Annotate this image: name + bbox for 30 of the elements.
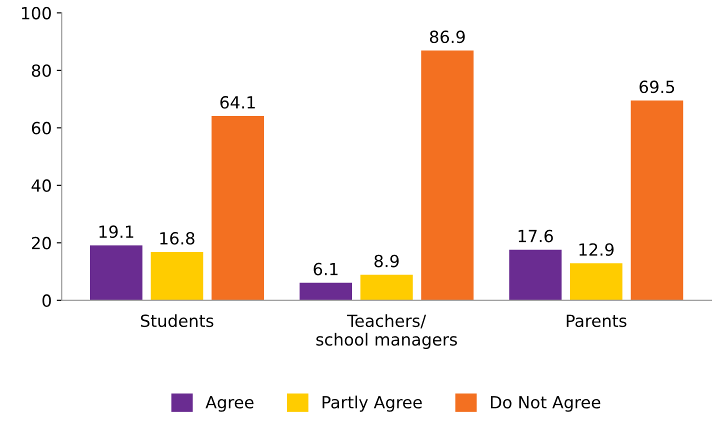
bar [509, 250, 562, 300]
y-tick-label: 20 [32, 236, 51, 250]
data-label: 64.1 [220, 96, 255, 109]
data-label: 12.9 [579, 243, 614, 256]
data-label: 86.9 [430, 30, 465, 44]
data-label: 19.1 [99, 225, 134, 238]
y-tick-label: 40 [32, 179, 51, 192]
bar [360, 274, 413, 300]
data-label: 69.5 [640, 80, 674, 94]
data-label: 17.6 [518, 230, 553, 242]
y-tick-label: 80 [32, 64, 51, 77]
bar [570, 263, 622, 300]
legend-label: Partly Agree [322, 396, 422, 412]
data-label: 8.9 [374, 254, 399, 268]
bar [90, 245, 142, 300]
bar [421, 50, 474, 300]
data-label: 6.1 [314, 262, 338, 276]
bar [300, 282, 352, 300]
data-label: 16.8 [160, 232, 194, 245]
x-tick-label: Teachers/ school managers [316, 314, 457, 349]
x-tick-label: Parents [566, 314, 626, 328]
bar [630, 100, 684, 300]
x-tick-label: Students [140, 314, 214, 328]
bar [150, 252, 204, 300]
y-tick-label: 100 [22, 6, 51, 20]
bar [212, 116, 264, 300]
y-tick-label: 0 [42, 294, 51, 307]
legend-label: Do Not Agree [490, 396, 600, 412]
legend-label: Agree [206, 396, 254, 412]
y-tick-label: 60 [32, 122, 51, 134]
